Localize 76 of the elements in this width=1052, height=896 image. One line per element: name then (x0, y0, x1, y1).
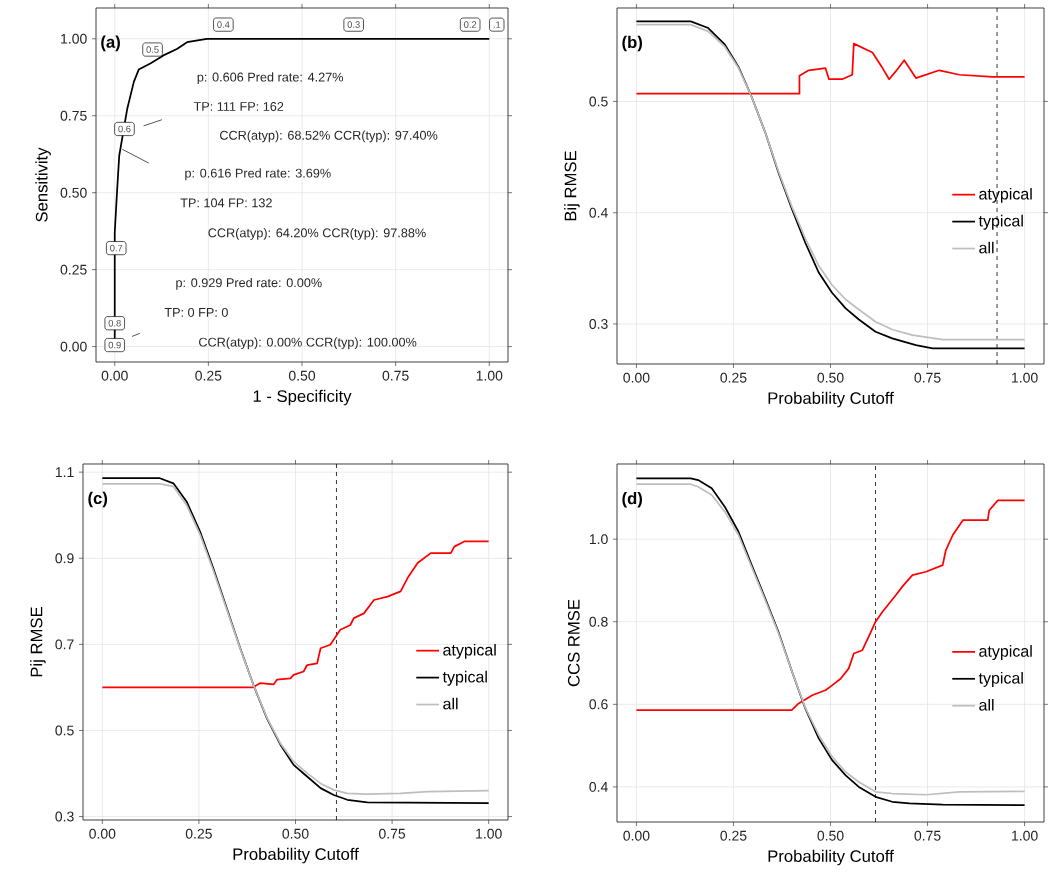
annotation: 0.2 (464, 21, 477, 28)
y-tick-label: 1.1 (55, 467, 74, 477)
x-tick-label: 0.75 (379, 828, 406, 839)
y-axis-title: Pij RMSE (30, 607, 46, 677)
x-tick-label: 0.75 (914, 830, 941, 841)
text: (c) (88, 491, 108, 508)
annotation: TP: 0 FP: 0 (164, 307, 228, 317)
x-tick-label: 1.00 (1012, 372, 1038, 383)
x-tick-label: 0.25 (195, 370, 222, 381)
legend-label: all (443, 697, 458, 710)
x-tick-label: 0.75 (914, 372, 941, 383)
y-tick-label: 0.4 (589, 781, 608, 792)
y-axis-title: Bij RMSE (564, 151, 580, 221)
annotation: 0.5 (146, 46, 159, 53)
legend-label: atypical (979, 645, 1032, 660)
x-tick-label: 0.25 (185, 828, 212, 839)
x-axis-title: Probability Cutoff (768, 849, 894, 866)
annotation: CCR(atyp): 64.20% CCR(typ): 97.88% (208, 228, 426, 240)
annotation: p: 0.929 Pred rate: 0.00% (176, 277, 322, 290)
y-tick-label: 0.4 (589, 207, 608, 218)
annotation: 0.4 (217, 21, 230, 28)
annotation: 0.9 (108, 341, 121, 349)
y-tick-label: 0.7 (55, 639, 74, 650)
legend-label: typical (978, 672, 1023, 687)
annotation: 0.6 (118, 125, 131, 133)
annotation: CCR(atyp): 0.00% CCR(typ): 100.00% (199, 337, 417, 350)
x-tick-label: 1.00 (476, 828, 502, 839)
y-tick-label: 1.0 (589, 534, 608, 545)
annotation: CCR(atyp): 68.52% CCR(typ): 97.40% (220, 130, 438, 143)
text: (a) (101, 35, 120, 52)
y-tick-label: 0.25 (60, 264, 87, 275)
y-tick-label: 0.9 (55, 553, 74, 564)
annotation: TP: 104 FP: 132 (180, 198, 272, 208)
y-tick-label: 0.50 (60, 187, 87, 198)
x-tick-label: 0.00 (101, 370, 128, 381)
x-tick-label: 0.25 (720, 372, 747, 383)
legend-label: all (979, 698, 994, 711)
y-axis-title: Sensitivity (35, 147, 51, 222)
x-tick-label: 1.00 (1012, 830, 1038, 841)
legend-label: all (979, 241, 994, 254)
y-tick-label: 0.00 (60, 341, 87, 352)
y-tick-label: 1.00 (61, 33, 87, 44)
x-axis-title: 1 - Specificity (253, 389, 352, 406)
legend-label: typical (442, 670, 487, 686)
y-tick-label: 0.5 (589, 96, 608, 107)
annotation: .1 (493, 21, 501, 28)
legend-label: atypical (979, 187, 1032, 203)
annotation: p: 0.606 Pred rate: 4.27% (197, 72, 344, 85)
x-tick-label: 0.50 (817, 372, 844, 383)
x-tick-label: 0.50 (288, 370, 316, 381)
x-tick-label: 0.00 (89, 828, 116, 839)
y-tick-label: 0.8 (589, 616, 608, 627)
y-axis-title: CCS RMSE (567, 599, 580, 687)
y-tick-label: 0.6 (589, 699, 608, 710)
x-tick-label: 0.50 (282, 828, 309, 839)
annotation: TP: 111 FP: 162 (193, 102, 284, 111)
annotation: 0.7 (110, 244, 123, 252)
annotation: 0.3 (347, 21, 360, 28)
x-tick-label: 0.00 (623, 372, 650, 383)
y-tick-label: 0.75 (60, 110, 87, 121)
annotation: p: 0.616 Pred rate: 3.69% (185, 168, 331, 181)
x-tick-label: 0.00 (623, 830, 650, 841)
x-axis-title: Probability Cutoff (233, 847, 359, 864)
x-tick-label: 0.25 (720, 830, 747, 841)
y-tick-label: 0.3 (589, 319, 608, 329)
text: (d) (622, 492, 642, 508)
x-tick-label: 0.75 (382, 370, 409, 381)
legend-label: typical (978, 214, 1023, 230)
y-tick-label: 0.3 (55, 811, 74, 822)
text: (b) (622, 35, 642, 52)
x-axis-title: Probability Cutoff (768, 391, 894, 408)
legend-label: atypical (443, 643, 496, 659)
x-tick-label: 1.00 (476, 370, 503, 381)
y-tick-label: 0.5 (55, 725, 74, 736)
annotation: 0.8 (108, 319, 121, 327)
x-tick-label: 0.50 (817, 830, 844, 841)
